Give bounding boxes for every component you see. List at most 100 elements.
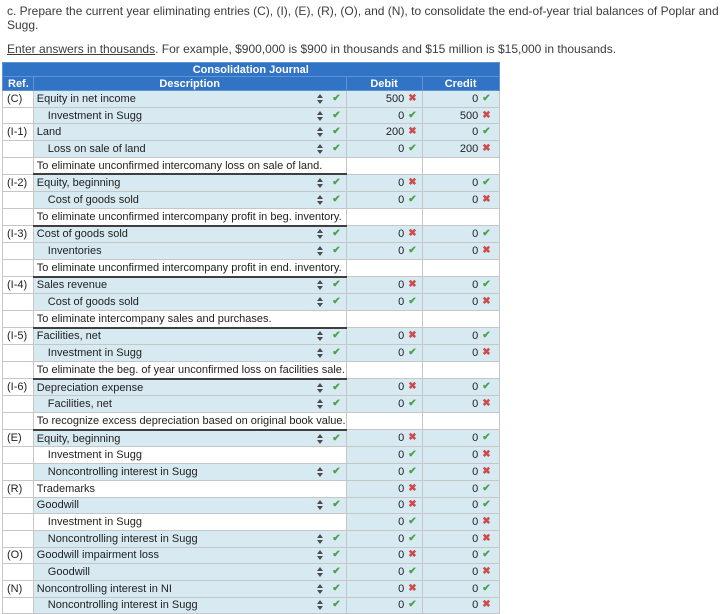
- ref-cell: (N): [2, 579, 34, 598]
- debit-input[interactable]: 0: [398, 549, 405, 562]
- debit-input[interactable]: 0: [398, 228, 405, 241]
- debit-input[interactable]: 0: [398, 142, 405, 155]
- debit-input[interactable]: 0: [398, 109, 405, 122]
- description-select[interactable]: Noncontrolling interest in Sugg ✔: [32, 463, 347, 481]
- description-select[interactable]: Noncontrolling interest in NI ✔: [32, 579, 347, 598]
- description-select[interactable]: Equity in net income ✔: [32, 90, 347, 108]
- credit-input[interactable]: 0: [472, 245, 479, 258]
- select-arrows-icon: [317, 567, 324, 578]
- debit-input[interactable]: 0: [398, 582, 405, 595]
- credit-value-wrap: 500 ✖: [423, 108, 498, 123]
- credit-input[interactable]: 0: [472, 549, 479, 562]
- credit-input[interactable]: 0: [472, 177, 479, 190]
- credit-input[interactable]: 0: [472, 279, 479, 292]
- debit-input[interactable]: 0: [398, 449, 405, 462]
- entry-row: (I-2) Equity, beginning ✔ 0 ✖ 0 ✔: [2, 173, 500, 193]
- description-select[interactable]: Cost of goods sold ✔: [32, 191, 347, 209]
- credit-input[interactable]: 0: [472, 532, 479, 545]
- debit-input[interactable]: 0: [398, 532, 405, 545]
- credit-input[interactable]: 0: [472, 193, 479, 206]
- debit-input[interactable]: 0: [398, 432, 405, 445]
- debit-input[interactable]: 0: [398, 177, 405, 190]
- debit-input[interactable]: 0: [398, 465, 405, 478]
- credit-value-wrap: 0 ✔: [423, 548, 498, 563]
- debit-value-wrap: 0 ✔: [347, 244, 421, 259]
- description-select[interactable]: Loss on sale of land ✔: [32, 140, 347, 158]
- credit-input[interactable]: 500: [459, 109, 479, 122]
- debit-input[interactable]: 0: [398, 245, 405, 258]
- debit-input[interactable]: 0: [398, 516, 405, 529]
- correct-check-icon: ✔: [482, 228, 491, 240]
- credit-value-wrap: 0 ✖: [423, 465, 498, 480]
- credit-input[interactable]: 0: [472, 126, 479, 139]
- credit-input[interactable]: 0: [472, 599, 479, 612]
- credit-value-wrap: 0 ✖: [423, 295, 498, 310]
- description-select[interactable]: Equity, beginning ✔: [32, 173, 347, 193]
- debit-input[interactable]: 500: [385, 92, 405, 105]
- description-wrap: Inventories ✔: [34, 244, 345, 259]
- ref-cell: [2, 463, 34, 481]
- description-select[interactable]: Cost of goods sold ✔: [32, 293, 347, 311]
- arrow-up-icon: [317, 567, 324, 572]
- ref-cell: [2, 156, 34, 175]
- description-select[interactable]: Noncontrolling interest in Sugg ✔: [32, 529, 347, 548]
- credit-input[interactable]: 0: [472, 398, 479, 411]
- entry-note: To eliminate intercompany sales and purc…: [32, 309, 347, 329]
- incorrect-x-icon: ✖: [408, 432, 417, 444]
- description-select[interactable]: Sales revenue ✔: [32, 276, 347, 295]
- arrow-down-icon: [317, 354, 324, 359]
- credit-input[interactable]: 0: [472, 449, 479, 462]
- description-select[interactable]: Goodwill ✔: [32, 496, 347, 515]
- arrow-up-icon: [317, 110, 324, 115]
- description-select[interactable]: Land ✔: [32, 123, 347, 142]
- description-select[interactable]: Facilities, net ✔: [32, 327, 347, 346]
- description-select[interactable]: Investment in Sugg ✔: [32, 106, 347, 125]
- credit-input[interactable]: 0: [472, 347, 479, 360]
- description-select[interactable]: Equity, beginning ✔: [32, 429, 347, 448]
- credit-input[interactable]: 0: [472, 432, 479, 445]
- description-select[interactable]: Cost of goods sold ✔: [32, 224, 347, 244]
- credit-input[interactable]: 0: [472, 381, 479, 394]
- credit-input[interactable]: 0: [472, 465, 479, 478]
- credit-input[interactable]: 0: [472, 228, 479, 241]
- correct-check-icon: ✔: [332, 549, 341, 561]
- arrow-up-icon: [317, 433, 324, 438]
- entry-note: To recognize excess depreciation based o…: [32, 412, 347, 431]
- description-select[interactable]: Depreciation expense ✔: [32, 378, 347, 397]
- debit-input[interactable]: 0: [398, 193, 405, 206]
- debit-input[interactable]: 0: [398, 296, 405, 309]
- debit-input[interactable]: 0: [398, 279, 405, 292]
- description-select[interactable]: Inventories ✔: [32, 242, 347, 260]
- credit-input[interactable]: 0: [472, 582, 479, 595]
- description-select[interactable]: Facilities, net ✔: [32, 395, 347, 414]
- ref-cell: [2, 293, 34, 311]
- correct-check-icon: ✔: [332, 228, 341, 240]
- debit-input[interactable]: 200: [385, 126, 405, 139]
- credit-input[interactable]: 0: [472, 516, 479, 529]
- credit-input[interactable]: 0: [472, 482, 479, 495]
- debit-input[interactable]: 0: [398, 482, 405, 495]
- credit-input[interactable]: 0: [472, 296, 479, 309]
- debit-input[interactable]: 0: [398, 347, 405, 360]
- description-select[interactable]: Noncontrolling interest in Sugg ✔: [32, 596, 347, 614]
- debit-input[interactable]: 0: [398, 381, 405, 394]
- entry-row: (N) Noncontrolling interest in NI ✔ 0 ✖ 0 ✔: [2, 579, 500, 598]
- description-select[interactable]: Investment in Sugg ✔: [32, 344, 347, 362]
- select-arrows-icon: [317, 194, 324, 205]
- debit-input[interactable]: 0: [398, 398, 405, 411]
- correct-check-icon: ✔: [332, 432, 341, 444]
- debit-input[interactable]: 0: [398, 566, 405, 579]
- credit-input[interactable]: 0: [472, 499, 479, 512]
- credit-input[interactable]: 0: [472, 330, 479, 343]
- debit-input[interactable]: 0: [398, 330, 405, 343]
- entry-row: Investment in Sugg ✔ 0 ✔ 500 ✖: [2, 106, 500, 125]
- description-select[interactable]: Goodwill impairment loss ✔: [32, 546, 347, 565]
- credit-input[interactable]: 200: [459, 142, 479, 155]
- credit-input[interactable]: 0: [472, 566, 479, 579]
- debit-input[interactable]: 0: [398, 499, 405, 512]
- description-select[interactable]: Goodwill ✔: [32, 563, 347, 581]
- debit-input[interactable]: 0: [398, 599, 405, 612]
- credit-input[interactable]: 0: [472, 92, 479, 105]
- arrow-down-icon: [317, 184, 324, 189]
- note-row: To eliminate intercompany sales and purc…: [2, 309, 500, 329]
